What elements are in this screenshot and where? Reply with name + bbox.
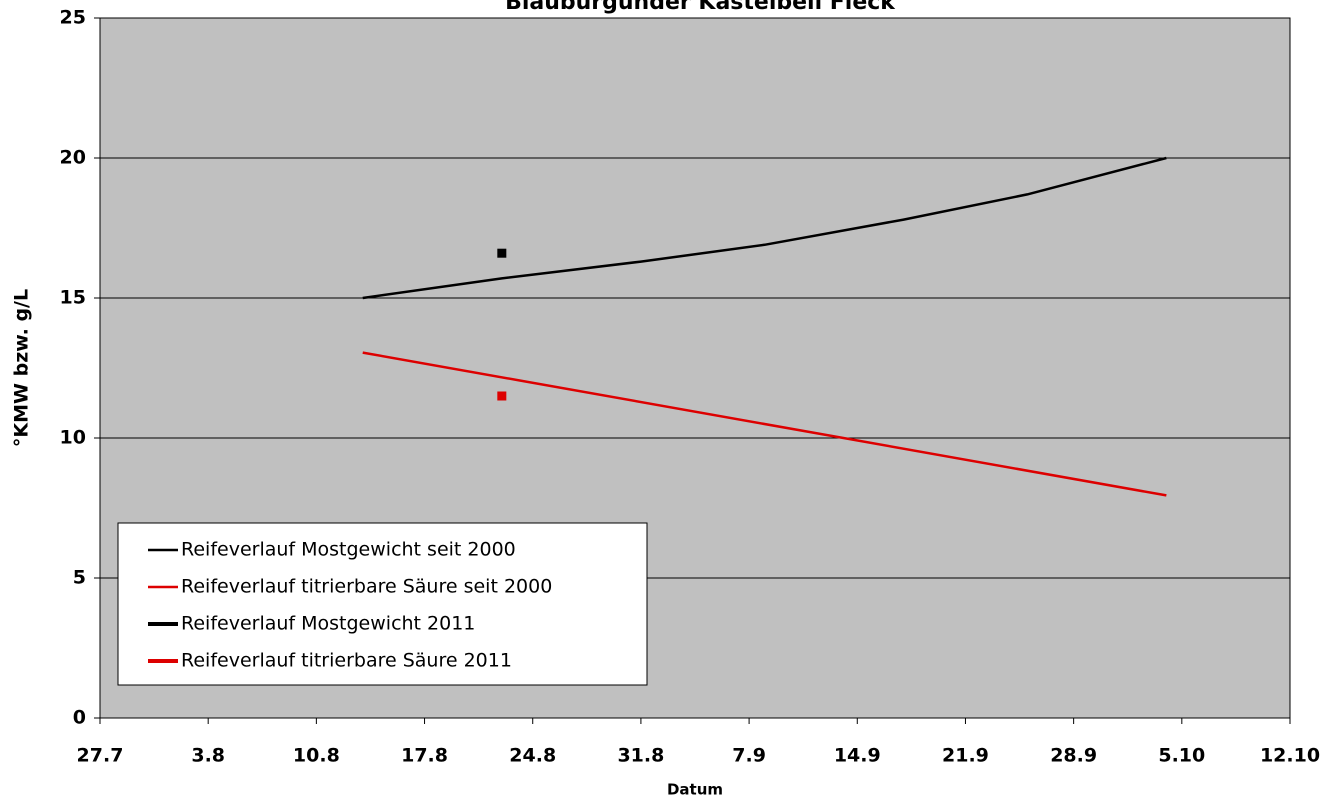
x-tick-label: 28.9 <box>1050 745 1097 767</box>
x-tick-label: 10.8 <box>293 745 340 767</box>
x-tick-label: 17.8 <box>401 745 448 767</box>
legend-label: Reifeverlauf titrierbare Säure 2011 <box>181 650 512 672</box>
x-tick-label: 5.10 <box>1158 745 1205 767</box>
y-tick-label: 15 <box>60 287 86 309</box>
x-tick-label: 31.8 <box>617 745 664 767</box>
y-tick-label: 20 <box>60 147 86 169</box>
plot-border <box>99 17 1291 719</box>
data-point <box>497 248 507 258</box>
data-point <box>497 391 507 401</box>
y-tick-label: 10 <box>60 427 86 449</box>
legend-label: Reifeverlauf Mostgewicht 2011 <box>181 613 475 635</box>
x-tick-label: 14.9 <box>834 745 881 767</box>
legend-label: Reifeverlauf titrierbare Säure seit 2000 <box>181 576 552 598</box>
y-tick-label: 25 <box>60 7 86 29</box>
x-tick-label: 21.9 <box>942 745 989 767</box>
data-line <box>362 351 1167 497</box>
chart-title: Blauburgunder Kastelbell Fleck <box>505 0 896 15</box>
x-axis-label: Datum <box>667 781 723 799</box>
x-tick-label: 24.8 <box>509 745 556 767</box>
y-tick-label: 5 <box>73 567 86 589</box>
x-tick-label: 3.8 <box>191 745 225 767</box>
x-tick-label: 27.7 <box>77 745 124 767</box>
y-axis-label: °KMW bzw. g/L <box>11 289 33 447</box>
y-tick-label: 0 <box>73 707 86 729</box>
legend-label: Reifeverlauf Mostgewicht seit 2000 <box>181 539 516 561</box>
x-tick-label: 12.10 <box>1260 745 1320 767</box>
data-line <box>362 156 1167 300</box>
x-tick-label: 7.9 <box>732 745 766 767</box>
legend-box <box>117 522 648 686</box>
